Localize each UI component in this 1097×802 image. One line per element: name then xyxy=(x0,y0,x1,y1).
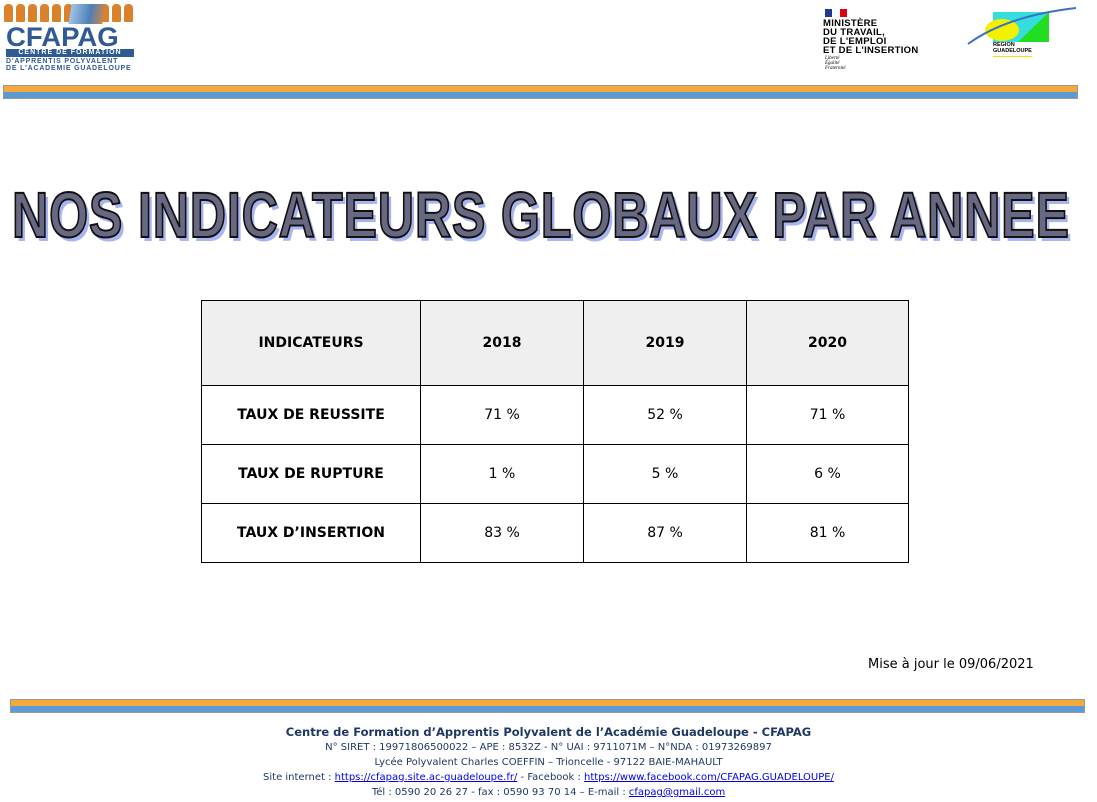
ministry-line: MINISTÈRE xyxy=(823,18,878,29)
footer-contact: Tél : 0590 20 26 27 - fax : 0590 93 70 1… xyxy=(0,785,1097,800)
logo-line1: CENTRE DE FORMATION xyxy=(6,49,134,57)
ministry-line: ET DE L'INSERTION xyxy=(823,45,919,56)
cell: 5 % xyxy=(583,444,747,504)
footer-band xyxy=(10,699,1085,713)
footer: Centre de Formation d’Apprentis Polyvale… xyxy=(0,724,1097,800)
cell: 87 % xyxy=(583,503,747,563)
facebook-link[interactable]: https://www.facebook.com/CFAPAG.GUADELOU… xyxy=(584,772,834,783)
cell: 71 % xyxy=(420,385,584,445)
row-label: TAUX DE RUPTURE xyxy=(201,444,421,504)
site-link[interactable]: https://cfapag.site.ac-guadeloupe.fr/ xyxy=(334,772,518,783)
email-link[interactable]: cfapag@gmail.com xyxy=(628,787,726,798)
logo-line3: DE L'ACADEMIE GUADELOUPE xyxy=(6,65,132,72)
logo-name: CFAPAG xyxy=(6,22,119,52)
region-line: REGION xyxy=(993,42,1015,48)
ministry-line: DE L'EMPLOI xyxy=(823,36,887,47)
table-row: TAUX D’INSERTION 83 % 87 % 81 % xyxy=(201,503,909,563)
cell: 52 % xyxy=(583,385,747,445)
contact-text: Tél : 0590 20 26 27 - fax : 0590 93 70 1… xyxy=(371,787,629,798)
table-row: TAUX DE RUPTURE 1 % 5 % 6 % xyxy=(201,444,909,504)
table-header-row: INDICATEURS 2018 2019 2020 xyxy=(201,300,909,386)
update-date: Mise à jour le 09/06/2021 xyxy=(868,657,1034,672)
row-label: TAUX DE REUSSITE xyxy=(201,385,421,445)
books-icon xyxy=(68,4,106,24)
cell: 83 % xyxy=(420,503,584,563)
footer-address: Lycée Polyvalent Charles COEFFIN – Trion… xyxy=(374,757,723,768)
devise-line: Égalité xyxy=(825,61,840,66)
ministry-devise: Liberté Égalité Fraternité xyxy=(825,56,846,71)
cell: 6 % xyxy=(746,444,909,504)
indicators-table: INDICATEURS 2018 2019 2020 TAUX DE REUSS… xyxy=(201,300,909,563)
header-cell: 2020 xyxy=(746,300,909,386)
header-cell: 2019 xyxy=(583,300,747,386)
footer-org-name: Centre de Formation d’Apprentis Polyvale… xyxy=(285,725,812,739)
region-label: REGION GUADELOUPE xyxy=(993,42,1032,57)
facebook-label: - Facebook : xyxy=(517,772,585,783)
devise-line: Fraternité xyxy=(825,66,846,71)
cell: 81 % xyxy=(746,503,909,563)
site-label: Site internet : xyxy=(263,772,335,783)
row-label: TAUX D’INSERTION xyxy=(201,503,421,563)
ministry-line: DU TRAVAIL, xyxy=(823,27,886,38)
ministry-logo: MINISTÈRE DU TRAVAIL, DE L'EMPLOI ET DE … xyxy=(823,18,919,56)
region-guadeloupe-logo xyxy=(967,7,1077,45)
header-cell: INDICATEURS xyxy=(201,300,421,386)
header-band xyxy=(3,85,1078,99)
cell: 71 % xyxy=(746,385,909,445)
cell: 1 % xyxy=(420,444,584,504)
logo-line2: D'APPRENTIS POLYVALENT xyxy=(6,58,119,65)
region-line: GUADELOUPE xyxy=(993,48,1032,54)
page-title: NOS INDICATEURS GLOBAUX PAR ANNEE xyxy=(11,178,1070,252)
footer-ids: N° SIRET : 19971806500022 – APE : 8532Z … xyxy=(325,742,772,753)
french-flag-icon xyxy=(825,9,847,17)
devise-line: Liberté xyxy=(825,56,840,61)
header-cell: 2018 xyxy=(420,300,584,386)
footer-links: Site internet : https://cfapag.site.ac-g… xyxy=(0,770,1097,785)
table-row: TAUX DE REUSSITE 71 % 52 % 71 % xyxy=(201,385,909,445)
